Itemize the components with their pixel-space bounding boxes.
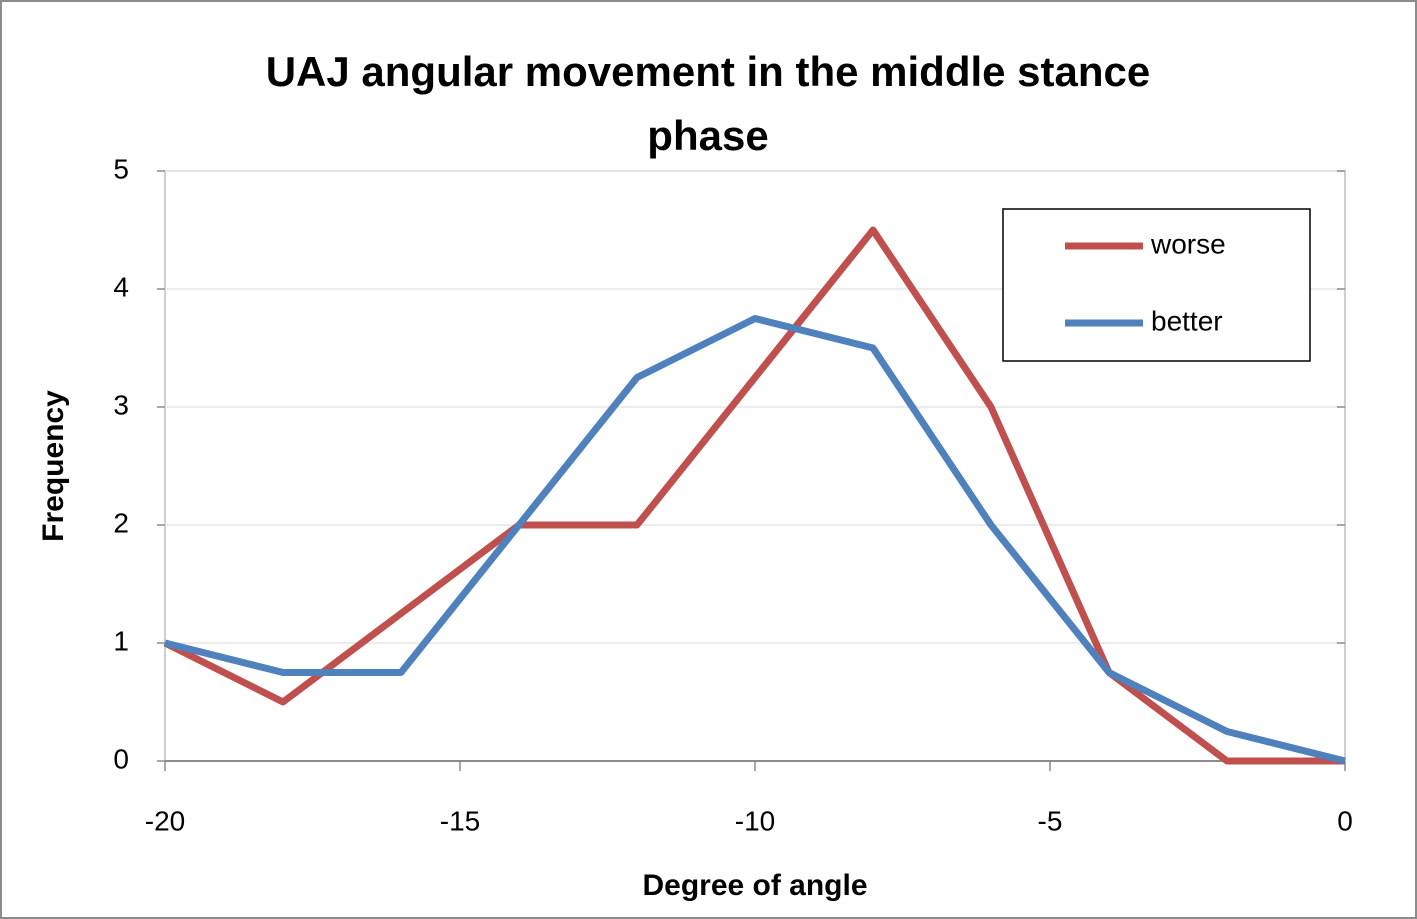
- y-tick-label: 4: [113, 271, 129, 302]
- y-tick-label: 3: [113, 389, 129, 420]
- line-series: [164, 315, 1346, 765]
- legend-label: worse: [1150, 228, 1226, 259]
- x-tick-label: -15: [440, 805, 480, 836]
- y-tick-label: 1: [113, 625, 129, 656]
- x-tick-label: -10: [735, 805, 775, 836]
- legend-label: better: [1151, 305, 1223, 336]
- chart-title: UAJ angular movement in the middle stanc…: [265, 48, 1151, 159]
- x-tick-label: -20: [145, 805, 185, 836]
- y-tick-label: 5: [113, 153, 129, 184]
- line-series: [163, 226, 1345, 765]
- x-tick-label: 0: [1337, 805, 1353, 836]
- x-axis-label: Degree of angle: [642, 869, 867, 902]
- y-axis-label: Frequency: [37, 390, 70, 542]
- x-tick-label: -5: [1038, 805, 1063, 836]
- y-tick-label: 2: [113, 507, 129, 538]
- legend-box: [1002, 208, 1311, 362]
- y-tick-label: 0: [113, 743, 129, 774]
